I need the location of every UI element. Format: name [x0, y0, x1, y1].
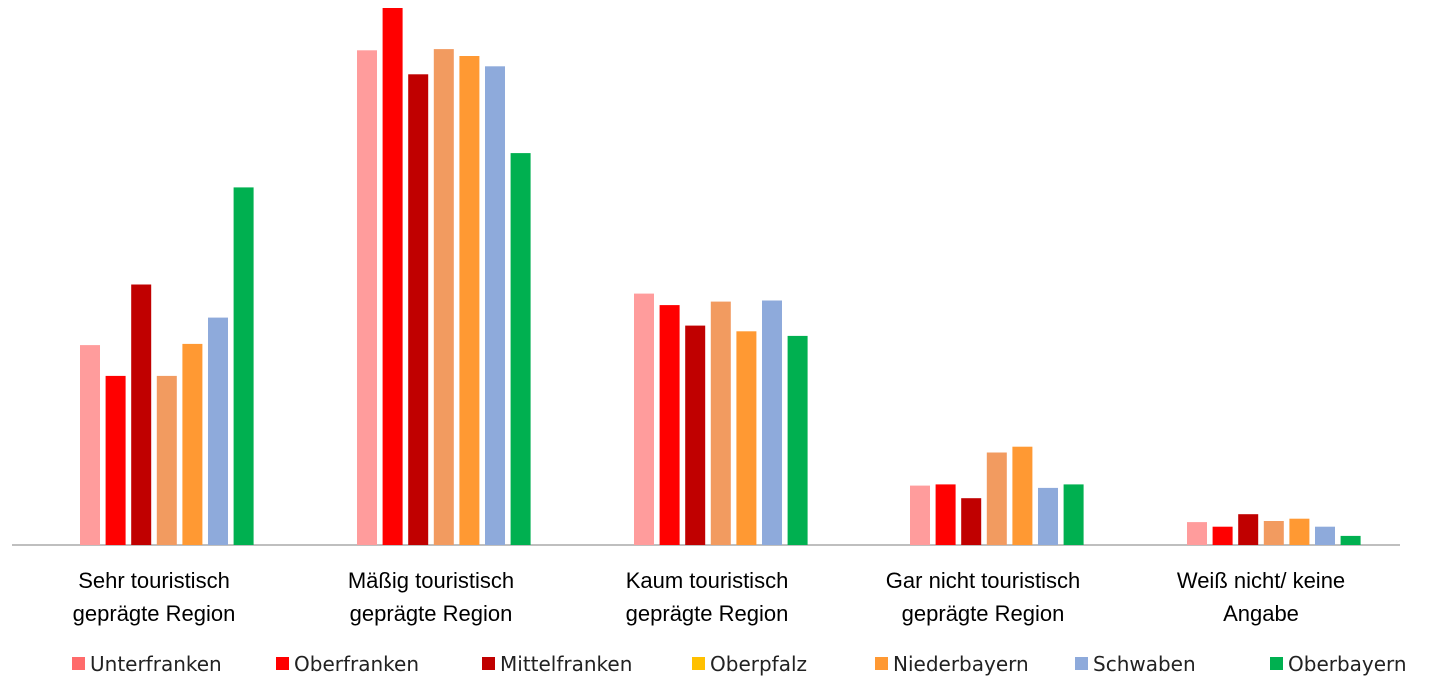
category-labels: Sehr touristisch geprägte Region Mäßig tou…: [73, 568, 1346, 626]
legend-swatch-mittelfranken: [482, 657, 495, 670]
bar-oberfranken-4: [1212, 526, 1233, 545]
bar-oberbayern-2: [787, 335, 808, 545]
legend-label-oberpfalz: Oberpfalz: [710, 652, 807, 676]
bar-niederbayern-4: [1289, 518, 1310, 545]
legend-swatch-oberbayern: [1270, 657, 1283, 670]
bar-oberfranken-2: [659, 305, 680, 545]
category-label-1-line-1: geprägte Region: [350, 601, 513, 626]
bar-unterfranken-1: [357, 50, 377, 546]
legend-label-schwaben: Schwaben: [1093, 652, 1196, 676]
legend: Unterfranken Oberfranken Mittelfranken Ober…: [72, 652, 1407, 676]
bar-niederbayern-2: [710, 301, 731, 545]
bar-niederbayern-3: [1012, 446, 1033, 545]
legend-swatch-oberpfalz: [692, 657, 705, 670]
bar-oberfranken-1: [382, 8, 403, 545]
bar-schwaben-3: [1038, 487, 1058, 545]
bars-layer: [80, 8, 1361, 546]
bar-unterfranken-0: [80, 345, 100, 545]
bar-mittelfranken-4: [1238, 514, 1259, 545]
bar-mittelfranken-2: [685, 325, 706, 545]
legend-label-mittelfranken: Mittelfranken: [500, 652, 632, 676]
category-label-0-line-1: geprägte Region: [73, 601, 236, 626]
legend-label-unterfranken: Unterfranken: [90, 652, 222, 676]
category-label-4-line-0: Weiß nicht/ keine: [1177, 568, 1345, 593]
bar-niederbayern-1: [459, 56, 480, 545]
bar-oberbayern-3: [1063, 484, 1084, 545]
legend-label-oberfranken: Oberfranken: [294, 652, 419, 676]
bar-oberbayern-4: [1340, 535, 1361, 545]
bar-schwaben-0: [208, 317, 228, 545]
bar-schwaben-4: [1315, 526, 1335, 545]
category-label-3-line-0: Gar nicht touristisch: [886, 568, 1080, 593]
bar-niederbayern-0: [182, 343, 203, 545]
bar-schwaben-1: [485, 66, 505, 546]
category-label-3-line-1: geprägte Region: [902, 601, 1065, 626]
legend-label-niederbayern: Niederbayern: [893, 652, 1029, 676]
bar-schwaben-2: [762, 300, 782, 545]
bar-unterfranken-4: [1187, 522, 1207, 545]
category-label-0-line-0: Sehr touristisch: [78, 568, 230, 593]
legend-swatch-niederbayern: [875, 657, 888, 670]
bar-mittelfranken-1: [408, 74, 429, 546]
bar-niederbayern-4: [1263, 521, 1284, 545]
bar-niederbayern-1: [433, 49, 454, 545]
category-label-4-line-1: Angabe: [1223, 601, 1299, 626]
bar-mittelfranken-0: [131, 284, 152, 545]
legend-swatch-oberfranken: [276, 657, 289, 670]
bar-niederbayern-2: [736, 331, 757, 545]
bar-oberbayern-0: [233, 187, 254, 545]
category-label-2-line-1: geprägte Region: [626, 601, 789, 626]
bar-oberbayern-1: [510, 153, 531, 545]
legend-label-oberbayern: Oberbayern: [1288, 652, 1407, 676]
bar-niederbayern-3: [986, 452, 1007, 545]
bar-unterfranken-2: [634, 293, 654, 545]
category-label-1-line-0: Mäßig touristisch: [348, 568, 514, 593]
bar-unterfranken-3: [910, 485, 930, 545]
legend-swatch-unterfranken: [72, 657, 85, 670]
legend-swatch-schwaben: [1075, 657, 1088, 670]
bar-mittelfranken-3: [961, 498, 982, 545]
bar-oberfranken-0: [105, 375, 126, 545]
bar-niederbayern-0: [156, 375, 177, 545]
category-label-2-line-0: Kaum touristisch: [626, 568, 789, 593]
bar-oberfranken-3: [935, 484, 956, 545]
